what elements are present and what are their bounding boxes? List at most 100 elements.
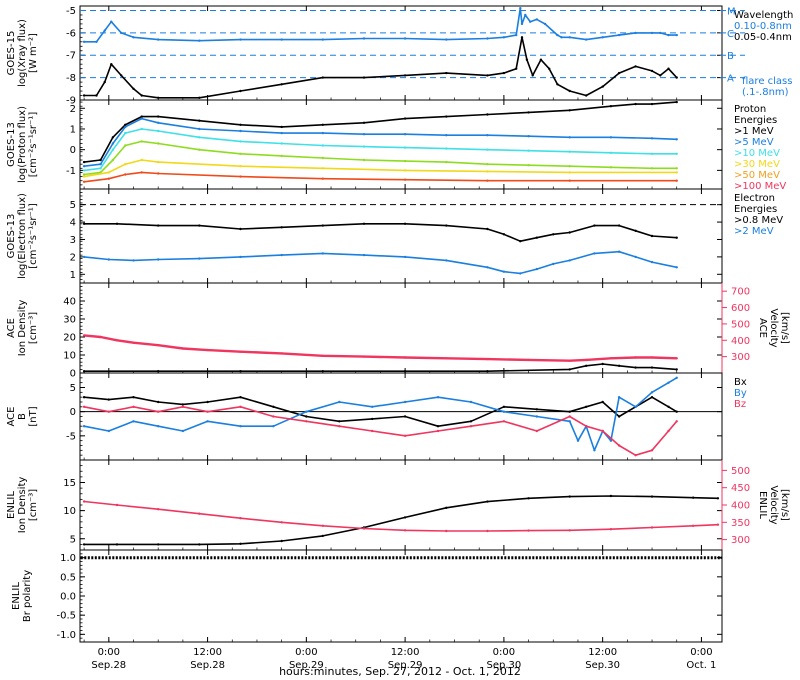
data-point <box>675 138 678 141</box>
data-point <box>659 74 662 77</box>
data-point <box>82 40 86 43</box>
series-line-0 <box>84 396 678 428</box>
data-point <box>198 543 201 546</box>
panel-frame <box>79 549 723 643</box>
data-point <box>82 169 86 172</box>
data-point <box>403 133 407 136</box>
data-point <box>403 400 407 404</box>
y-axis-label: log(Proton flux) <box>17 106 28 183</box>
data-point <box>568 410 571 413</box>
data-point <box>115 222 119 225</box>
x-axis-title: hours:minutes, Sep. 27, 2012 - Oct. 1, 2… <box>279 665 521 678</box>
data-point <box>110 20 113 23</box>
data-point <box>650 152 654 155</box>
data-point <box>716 523 720 526</box>
data-point <box>568 529 571 532</box>
data-point <box>181 405 185 408</box>
legend-entry: Energies <box>734 115 777 126</box>
data-point <box>181 347 185 350</box>
data-point <box>140 140 143 143</box>
y-tick-label: 1 <box>70 270 76 281</box>
y-tick-label: -0.5 <box>56 611 76 622</box>
x-tick-time: 12:00 <box>193 647 222 658</box>
y2-axis-label: [km/s] <box>779 312 790 344</box>
data-point <box>486 113 489 116</box>
data-point <box>321 123 324 127</box>
data-point <box>469 420 473 423</box>
data-point <box>362 121 366 125</box>
data-point <box>445 71 448 75</box>
legend-entry: 0.05-0.4nm <box>734 32 792 43</box>
data-point <box>634 405 637 408</box>
data-point <box>82 255 86 259</box>
data-point <box>601 36 604 39</box>
data-point <box>539 58 543 61</box>
data-point <box>239 542 242 545</box>
data-point <box>239 140 242 143</box>
data-point <box>445 224 448 227</box>
data-point <box>593 449 596 452</box>
data-point <box>650 102 654 106</box>
data-point <box>568 150 571 153</box>
data-point <box>675 357 678 360</box>
data-point <box>519 7 522 10</box>
data-point <box>198 148 201 151</box>
y-axis-label: [cm⁻²s⁻¹sr⁻¹] <box>28 112 39 178</box>
panel-frame <box>79 188 723 284</box>
x-tick-date: Sep.29 <box>289 660 324 671</box>
data-point <box>675 420 678 423</box>
data-point <box>321 534 324 538</box>
data-point <box>111 158 115 162</box>
data-point <box>305 410 308 413</box>
y-tick-label: 0 <box>70 145 76 156</box>
data-point <box>82 334 86 337</box>
data-point <box>120 31 123 35</box>
data-point <box>124 163 127 166</box>
data-point <box>716 497 720 500</box>
data-point <box>157 508 160 511</box>
x-tick-time: 12:00 <box>588 647 617 658</box>
legend-entry: Energies <box>734 204 777 215</box>
data-point <box>515 33 518 37</box>
data-point <box>82 405 86 408</box>
data-point <box>634 102 637 106</box>
data-point <box>568 259 571 262</box>
legend-entry: Electron <box>734 193 775 204</box>
data-point <box>568 136 571 139</box>
data-point <box>272 415 275 418</box>
data-point <box>280 38 283 41</box>
data-point <box>531 74 534 77</box>
data-point <box>99 167 102 170</box>
data-point <box>659 31 662 35</box>
data-point <box>634 255 637 259</box>
data-point <box>609 105 613 108</box>
data-point <box>527 149 530 152</box>
data-point <box>321 167 324 170</box>
y-tick-label: 5 <box>70 200 76 211</box>
series-line-0 <box>83 334 677 362</box>
data-point <box>535 236 538 239</box>
panel-goes13e: 5 4 3 2 1 GOES-13 log(Electron flux) [cm⁻²s⁻¹sr… <box>6 188 783 284</box>
data-point <box>650 69 654 73</box>
y-axis-label: log(Xray flux) <box>17 19 28 87</box>
x-axis: 0:00 Sep.28 12:00 Sep.28 0:00 Sep.29 12:00 Sep.… <box>91 647 716 671</box>
data-point <box>132 259 135 262</box>
data-point <box>198 136 201 139</box>
data-point <box>280 142 283 145</box>
data-point <box>617 33 621 37</box>
data-point <box>568 165 571 168</box>
data-point <box>634 366 637 369</box>
data-point <box>124 131 127 135</box>
data-point <box>305 420 308 423</box>
data-point <box>486 357 489 361</box>
y-axis-label: Ion Density <box>17 300 28 357</box>
data-point <box>82 425 86 428</box>
x-tick-time: 0:00 <box>493 647 515 658</box>
data-point <box>321 524 324 527</box>
data-point <box>82 173 86 176</box>
legend-entry: flare class <box>742 76 792 87</box>
data-point <box>609 357 613 360</box>
data-point <box>239 123 242 127</box>
data-point <box>403 37 407 40</box>
